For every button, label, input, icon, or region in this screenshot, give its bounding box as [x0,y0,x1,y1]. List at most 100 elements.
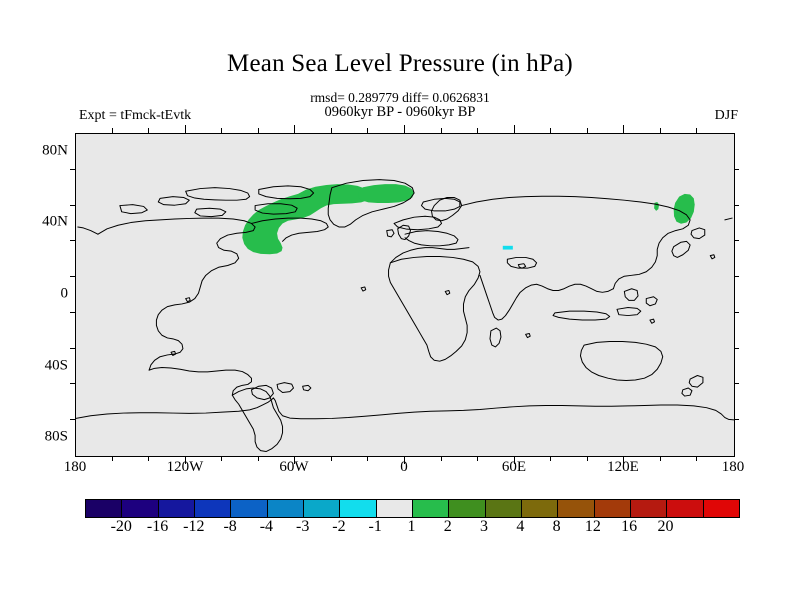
y-axis-minor-tick [70,240,75,241]
colorbar-swatch [339,500,376,517]
y-axis-minor-tick [70,383,75,384]
colorbar-swatch [121,500,158,517]
colorbar-tick-label: -1 [368,518,382,535]
colorbar-tick-label: -20 [110,518,132,535]
colorbar-tick-label: 4 [516,518,525,535]
x-axis-minor-tick [696,456,697,461]
colorbar-tick-label: 8 [552,518,561,535]
x-axis-major-tick [294,125,295,133]
colorbar-swatch [302,500,340,517]
colorbar-tick-label: 16 [621,518,638,535]
y-axis-minor-tick [734,205,739,206]
colorbar-swatch [557,500,594,517]
y-axis-tick-label: 80S [44,428,68,445]
y-axis-minor-tick [734,383,739,384]
x-axis-major-tick [623,456,624,464]
x-axis-minor-tick [696,128,697,133]
colorbar-swatch [86,500,122,517]
x-axis-major-tick [185,125,186,133]
anomaly-region-japan-sea-small [654,201,660,211]
x-axis-minor-tick [660,456,661,461]
statistics-annotation: rmsd= 0.289779 diff= 0.0626831 [310,90,490,105]
y-axis-minor-tick [70,205,75,206]
x-axis-minor-tick [112,456,113,461]
x-axis-minor-tick [587,456,588,461]
y-axis-minor-tick [70,276,75,277]
colorbar-swatch [193,500,231,517]
y-axis-minor-tick [734,169,739,170]
colorbar-swatch [230,500,267,517]
anomaly-region-arabian-negative [502,245,513,250]
x-axis-tick-label: 120E [607,459,639,475]
x-axis-major-tick [623,125,624,133]
y-axis-minor-tick [734,312,739,313]
colorbar-tick-label: -8 [223,518,237,535]
x-axis-tick-label: 120W [166,459,204,475]
x-axis-minor-tick [587,128,588,133]
x-axis-tick-label: 60W [279,459,309,475]
x-axis-minor-tick [441,456,442,461]
colorbar-swatch [520,500,558,517]
x-axis-minor-tick [221,456,222,461]
x-axis-major-tick [404,125,405,133]
x-axis-major-tick [294,456,295,464]
x-axis-minor-tick [221,128,222,133]
colorbar-swatch [411,500,449,517]
colorbar-tick-label: -2 [332,518,346,535]
case-comparison-annotation: 0960kyr BP - 0960kyr BP [324,104,476,120]
anomaly-regions [242,184,695,255]
world-map [76,179,734,453]
colorbar-swatch [593,500,630,517]
colorbar-tick-label: 12 [584,518,601,535]
page-title: Mean Sea Level Pressure (in hPa) [227,50,573,77]
y-axis-minor-tick [734,240,739,241]
x-axis-minor-tick [367,456,368,461]
y-axis-minor-tick [70,312,75,313]
x-axis-major-tick [514,456,515,464]
colorbar-tick-label: -3 [295,518,310,535]
y-axis-minor-tick [734,276,739,277]
x-axis-minor-tick [112,128,113,133]
colorbar-tick-label: -16 [146,518,169,535]
x-axis-minor-tick [258,128,259,133]
x-axis-tick-label: 180 [721,459,745,475]
y-axis-minor-tick [734,348,739,349]
x-axis-tick-label: 180 [63,459,87,475]
y-axis-minor-tick [70,169,75,170]
colorbar-tick-label: 3 [480,518,489,535]
x-axis-minor-tick [477,128,478,133]
x-axis-major-tick [185,456,186,464]
colorbar [85,499,740,518]
anomaly-region-north-atlantic-east-lobe [358,184,415,204]
colorbar-swatch [266,500,303,517]
y-axis-tick-label: 80N [42,142,68,159]
x-axis-minor-tick [550,456,551,461]
colorbar-swatch [629,500,667,517]
x-axis-major-tick [514,125,515,133]
colorbar-swatch [666,500,703,517]
x-axis-minor-tick [258,456,259,461]
colorbar-swatch [702,500,739,517]
colorbar-swatch [375,500,412,517]
colorbar-tick-labels: -20 -16 -12 -8 -4 -3 -2 -1 1 2 3 4 8 12 16 20 [0,518,800,542]
map-plot-area [75,133,735,457]
anomaly-region-okhotsk [673,193,695,224]
x-axis-minor-tick [331,456,332,461]
experiment-label: Expt = tFmck-tEvtk [79,108,192,123]
x-axis-minor-tick [148,128,149,133]
colorbar-swatch [157,500,194,517]
anomaly-region-north-atlantic [242,184,371,255]
colorbar-tick-label: 1 [407,518,416,535]
y-axis-minor-tick [70,419,75,420]
x-axis-minor-tick [331,128,332,133]
colorbar-tick-label: -12 [183,518,205,535]
y-axis-tick-label: 40N [42,213,68,230]
y-axis-tick-label: 40S [44,357,68,374]
x-axis-minor-tick [441,128,442,133]
x-axis-minor-tick [148,456,149,461]
y-axis-tick-label: 0 [60,285,69,302]
season-label: DJF [714,108,738,123]
x-axis-tick-label: 0 [400,459,408,475]
x-axis-minor-tick [367,128,368,133]
